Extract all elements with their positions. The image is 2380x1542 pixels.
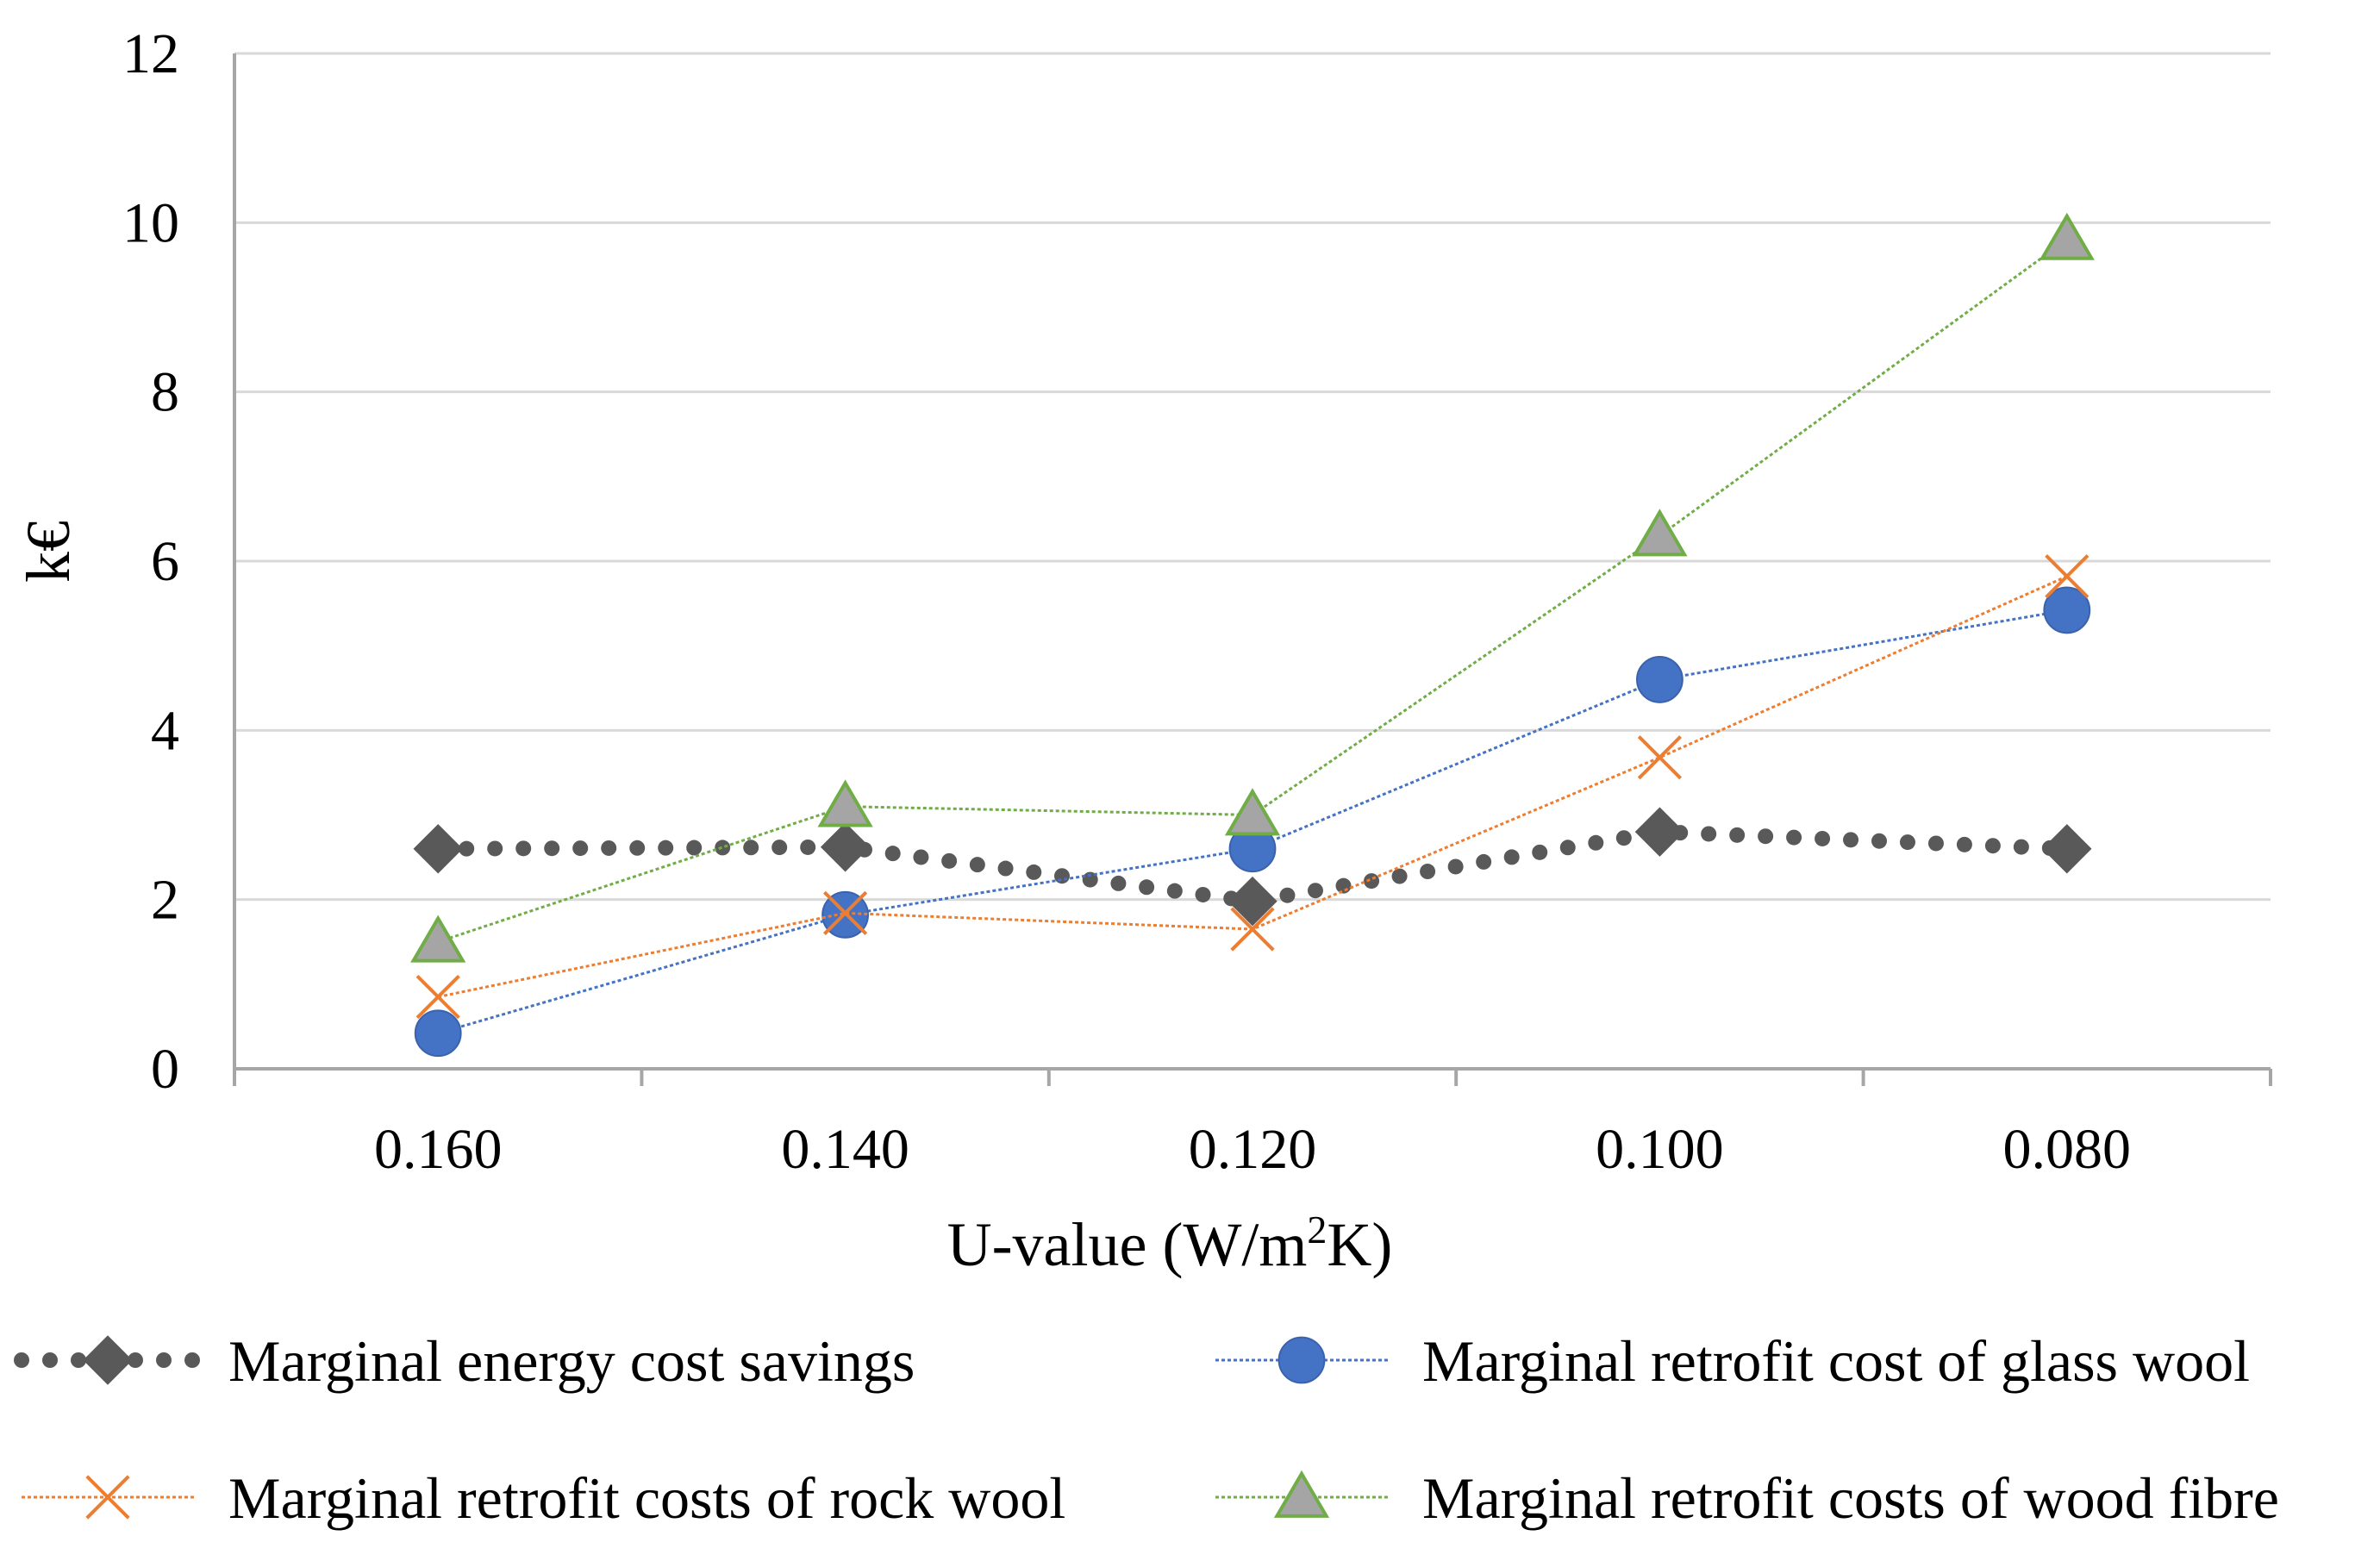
x-tick-label-0.160: 0.160 <box>374 1118 503 1181</box>
legend: Marginal energy cost savings Marginal ret… <box>14 1328 2279 1531</box>
y-tick-label-2: 2 <box>151 869 179 932</box>
gridlines <box>234 52 2271 902</box>
series-marginal-energy-cost-savings <box>413 807 2092 927</box>
y-tick-label-4: 4 <box>151 699 179 762</box>
data-point-marginal-retrofit-costs-of-wood-fibre-0.120 <box>1224 788 1281 836</box>
marker-stroke <box>2045 554 2090 599</box>
series-line-marginal-retrofit-costs-of-wood-fibre <box>437 238 2068 944</box>
x-tick-label-0.100: 0.100 <box>1596 1118 1724 1181</box>
data-point-marginal-retrofit-costs-of-rock-wool-0.120 <box>1230 907 1275 952</box>
y-tick-label-12: 12 <box>122 22 179 85</box>
marker-stroke <box>85 1475 130 1520</box>
marker-stroke <box>415 974 460 1020</box>
x-tick-label-0.120: 0.120 <box>1189 1118 1317 1181</box>
legend-marker-marginal-retrofit-costs-of-rock-wool <box>85 1475 130 1520</box>
data-point-marginal-retrofit-cost-of-glass-wool-0.160 <box>414 1009 462 1058</box>
x-axis-title-end: K) <box>1327 1210 1392 1279</box>
legend-item-marginal-retrofit-costs-of-wood-fibre: Marginal retrofit costs of wood fibre <box>1215 1465 2279 1531</box>
data-point-marginal-energy-cost-savings-0.120 <box>1227 876 1277 927</box>
data-point-marginal-retrofit-costs-of-wood-fibre-0.080 <box>2039 212 2095 260</box>
y-tick-label-0: 0 <box>151 1038 179 1101</box>
data-point-marginal-energy-cost-savings-0.080 <box>2042 824 2092 874</box>
series-marginal-retrofit-costs-of-wood-fibre <box>410 212 2095 963</box>
series-line-marginal-retrofit-costs-of-rock-wool <box>437 575 2068 999</box>
x-tick-label-0.140: 0.140 <box>781 1118 909 1181</box>
legend-label-marginal-retrofit-costs-of-wood-fibre: Marginal retrofit costs of wood fibre <box>1422 1465 2279 1531</box>
axes: 0 2 4 6 8 10 12 0.160 0.140 0.120 0.100 0.080 <box>122 22 2272 1181</box>
data-point-marginal-retrofit-costs-of-rock-wool-0.160 <box>415 974 460 1020</box>
legend-marker-marginal-retrofit-cost-of-glass-wool <box>1277 1336 1326 1384</box>
marker-stroke <box>1637 735 1683 780</box>
legend-item-marginal-energy-cost-savings: Marginal energy cost savings <box>14 1328 915 1394</box>
data-point-marginal-retrofit-costs-of-rock-wool-0.080 <box>2045 554 2090 599</box>
legend-item-marginal-retrofit-costs-of-rock-wool: Marginal retrofit costs of rock wool <box>22 1465 1065 1531</box>
x-tick-label-0.080: 0.080 <box>2003 1118 2132 1181</box>
data-point-marginal-energy-cost-savings-0.100 <box>1634 807 1685 857</box>
x-axis-title-superscript: 2 <box>1307 1208 1327 1252</box>
data-point-marginal-energy-cost-savings-0.140 <box>820 822 871 872</box>
data-point-marginal-retrofit-costs-of-rock-wool-0.100 <box>1637 735 1683 780</box>
y-tick-label-6: 6 <box>151 530 179 593</box>
series <box>410 212 2095 1058</box>
x-axis-title: U-value (W/m2K) <box>947 1208 1393 1279</box>
marker-stroke <box>822 890 868 935</box>
x-axis-title-main: U-value (W/m <box>947 1210 1308 1279</box>
series-marginal-retrofit-costs-of-rock-wool <box>415 554 2090 1020</box>
legend-label-marginal-energy-cost-savings: Marginal energy cost savings <box>228 1328 915 1394</box>
y-tick-label-8: 8 <box>151 361 179 424</box>
data-point-marginal-retrofit-cost-of-glass-wool-0.080 <box>2043 586 2091 634</box>
legend-item-marginal-retrofit-cost-of-glass-wool: Marginal retrofit cost of glass wool <box>1215 1328 2250 1394</box>
marker-stroke <box>1230 907 1275 952</box>
data-point-marginal-retrofit-costs-of-wood-fibre-0.160 <box>410 915 466 963</box>
legend-marker-marginal-energy-cost-savings <box>83 1335 133 1385</box>
series-line-marginal-retrofit-cost-of-glass-wool <box>437 609 2068 1035</box>
legend-marker-marginal-retrofit-costs-of-wood-fibre <box>1273 1470 1330 1518</box>
data-point-marginal-retrofit-costs-of-rock-wool-0.140 <box>822 890 868 935</box>
data-point-marginal-retrofit-cost-of-glass-wool-0.100 <box>1636 656 1683 703</box>
y-tick-label-10: 10 <box>122 191 179 254</box>
legend-label-marginal-retrofit-cost-of-glass-wool: Marginal retrofit cost of glass wool <box>1422 1328 2250 1394</box>
data-point-marginal-retrofit-costs-of-wood-fibre-0.140 <box>817 779 873 827</box>
y-axis-title: k€ <box>14 521 83 583</box>
data-point-marginal-energy-cost-savings-0.160 <box>413 824 463 874</box>
data-point-marginal-retrofit-costs-of-wood-fibre-0.100 <box>1632 509 1688 557</box>
legend-label-marginal-retrofit-costs-of-rock-wool: Marginal retrofit costs of rock wool <box>228 1465 1065 1531</box>
